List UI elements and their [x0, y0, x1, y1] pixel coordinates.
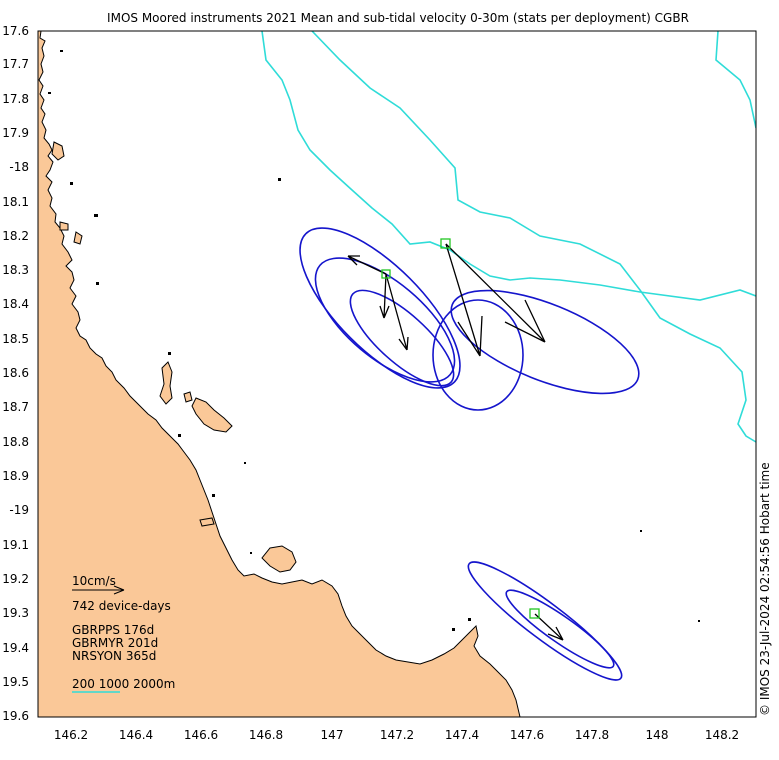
y-tick: -18	[9, 160, 29, 174]
legend-isobaths-label: 200 1000 2000m	[72, 677, 175, 691]
ellipse-nrsyon-inner	[505, 589, 615, 669]
mainland-coast	[38, 31, 521, 717]
y-tick: 19.6	[2, 709, 29, 723]
island-small-1	[183, 391, 193, 403]
vector-gbrpps-1	[445, 243, 546, 343]
x-tick: 147.4	[445, 728, 479, 742]
legend-site-nrsyon: NRSYON 365d	[72, 649, 156, 663]
legend: 10cm/s 742 device-days GBRPPS 176d GBRMY…	[72, 574, 175, 693]
y-tick: 18.7	[2, 400, 29, 414]
legend-site-gbrpps: GBRPPS 176d	[72, 623, 154, 637]
y-tick: 17.8	[2, 92, 29, 106]
y-tick: 18.4	[2, 297, 29, 311]
site-marker-nrsyon	[529, 608, 540, 619]
island-small-3	[73, 231, 83, 245]
legend-scale-arrow	[72, 585, 125, 595]
isobath-200m	[261, 31, 756, 301]
x-tick: 146.2	[54, 728, 88, 742]
plot-frame	[37, 30, 757, 718]
island-palm-group	[191, 397, 233, 433]
credit-text: © IMOS 23-Jul-2024 02:54:56 Hobart time	[758, 462, 772, 716]
x-tick-labels: 146.2 146.4 146.6 146.8 147 147.2 147.4 …	[54, 728, 739, 742]
vector-gbrmyr-1	[347, 255, 387, 275]
x-tick: 147.6	[510, 728, 544, 742]
vector-gbrpps-2	[445, 243, 483, 357]
y-tick: 18.1	[2, 195, 29, 209]
x-tick: 146.8	[249, 728, 283, 742]
map-content	[38, 31, 756, 717]
y-tick-labels: 17.6 17.7 17.8 17.9 -18 18.1 18.2 18.3 1…	[2, 24, 29, 723]
y-tick: 17.7	[2, 57, 29, 71]
ellipse-gbrmyr-inner	[314, 257, 456, 383]
isobath-1000m	[311, 31, 756, 443]
legend-site-gbrmyr: GBRMYR 201d	[72, 636, 158, 650]
island-small-4	[59, 221, 69, 231]
y-tick: 18.6	[2, 366, 29, 380]
x-tick: 147.8	[575, 728, 609, 742]
y-tick: 18.8	[2, 435, 29, 449]
legend-scale-label: 10cm/s	[72, 574, 116, 588]
x-tick: 148	[646, 728, 669, 742]
y-tick: 17.6	[2, 24, 29, 38]
y-tick: 18.9	[2, 469, 29, 483]
y-tick: -19	[9, 503, 29, 517]
y-tick: 19.2	[2, 572, 29, 586]
vector-gbrmyr-2	[379, 273, 390, 319]
island-small-5	[199, 517, 215, 527]
y-tick: 19.3	[2, 606, 29, 620]
vector-nrsyon-1	[534, 613, 564, 641]
ellipse-gbrpps-b	[450, 289, 640, 395]
x-tick: 147	[321, 728, 344, 742]
y-tick: 19.5	[2, 675, 29, 689]
x-tick: 147.2	[380, 728, 414, 742]
isobath-2000m	[715, 31, 756, 129]
y-tick: 18.3	[2, 263, 29, 277]
velocity-vectors	[347, 243, 564, 641]
reef-dots	[48, 50, 700, 631]
x-tick: 148.2	[705, 728, 739, 742]
y-tick: 19.1	[2, 538, 29, 552]
ellipse-gbrpps-a	[432, 299, 524, 411]
x-tick: 146.4	[119, 728, 153, 742]
ellipse-gbrmyr-small	[349, 289, 455, 387]
y-tick: 18.5	[2, 332, 29, 346]
y-tick: 18.2	[2, 229, 29, 243]
vector-gbrmyr-3	[385, 273, 409, 351]
map-title: IMOS Moored instruments 2021 Mean and su…	[107, 11, 689, 25]
island-small-2	[51, 141, 65, 161]
magnetic-island	[261, 545, 297, 573]
x-tick: 146.6	[184, 728, 218, 742]
ellipse-nrsyon-outer	[467, 561, 623, 681]
island-large-north	[159, 361, 173, 405]
y-tick: 17.9	[2, 126, 29, 140]
site-marker-gbrpps	[440, 238, 451, 249]
ellipse-gbrmyr-outer	[299, 227, 461, 389]
site-marker-gbrmyr	[381, 269, 391, 279]
legend-device-days: 742 device-days	[72, 599, 171, 613]
y-tick: 19.4	[2, 641, 29, 655]
